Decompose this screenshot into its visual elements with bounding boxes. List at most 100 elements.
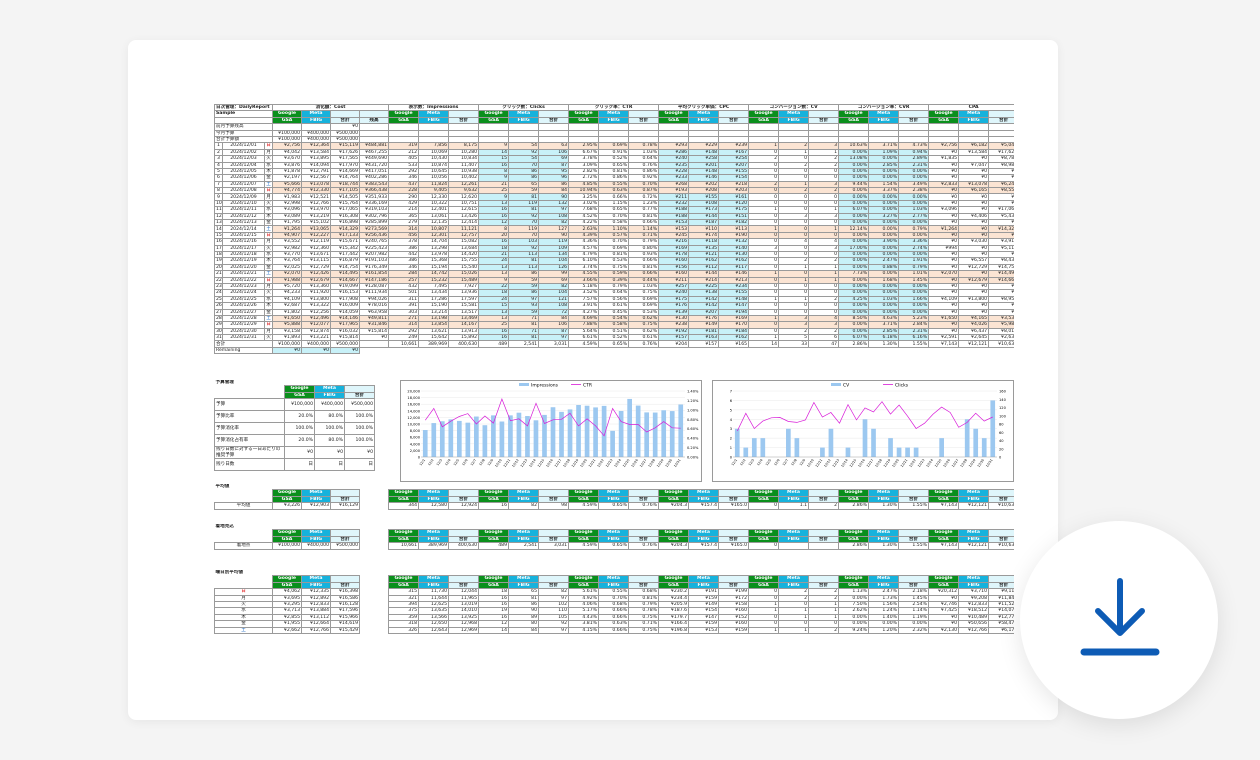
daily-cell: 13,517 — [448, 308, 480, 316]
download-icon — [1080, 578, 1160, 656]
chart-bar — [794, 438, 800, 457]
budget-mgmt-cell: ¥0 — [343, 446, 376, 460]
row-number: 28 — [214, 314, 223, 323]
daily-cell: 0.62% — [628, 327, 660, 336]
cell — [214, 582, 273, 589]
x-tick-label: 12/17 — [866, 458, 875, 468]
daily-cell: ¥5,988 — [988, 321, 1014, 329]
daily-cell: 14,420 — [448, 250, 480, 259]
total-header: 合計 — [448, 116, 480, 125]
summary-cell: 1.30% — [868, 502, 899, 510]
weekday-cell: 月 — [263, 327, 274, 336]
daily-cell: ¥0 — [988, 302, 1014, 310]
summary-cell: 3,031 — [538, 542, 569, 550]
x-tick-label: 12/9 — [487, 458, 494, 466]
x-tick-label: 12/21 — [588, 458, 597, 468]
summary-row-label: 平均値 — [214, 502, 273, 510]
download-button[interactable] — [1020, 521, 1218, 719]
daily-cell: ¥0 — [988, 308, 1014, 316]
budget-mgmt-cell: 日 — [314, 458, 345, 472]
summary-cell: 16 — [478, 502, 509, 510]
total-cell: 10,661 — [388, 340, 420, 348]
total-header — [448, 110, 480, 118]
total-cell: ¥204 — [658, 340, 690, 348]
row-number: 12 — [214, 212, 223, 221]
x-tick-label: 12/2 — [427, 458, 434, 466]
chart-bar — [786, 428, 791, 457]
chart-bar — [743, 447, 749, 457]
row-number: 30 — [214, 327, 223, 336]
cell — [359, 582, 389, 589]
total-cell: ¥157 — [688, 340, 720, 348]
row-number: 27 — [214, 308, 223, 316]
total-header — [898, 110, 930, 118]
cell — [359, 529, 389, 537]
daily-cell: ¥78,016 — [359, 302, 390, 310]
summary-cell: 2 — [808, 502, 839, 510]
total-header: 合計 — [987, 495, 1014, 504]
y2-tick-label: 0.20% — [687, 446, 699, 450]
daily-cell: 2.84% — [898, 321, 930, 329]
budget-mgmt-cell: 100.0% — [343, 422, 376, 436]
metric-header: CPA — [928, 104, 1014, 112]
x-tick-label: 12/5 — [453, 458, 460, 466]
total-cell: 33 — [778, 340, 810, 348]
x-tick-label: 12/13 — [520, 458, 529, 468]
daily-cell: ¥147,186 — [359, 276, 390, 284]
summary-cell: 1.55% — [898, 542, 929, 550]
chart-bar — [896, 447, 902, 457]
cell — [214, 575, 273, 583]
daily-cell: 0.69% — [628, 302, 660, 310]
row-number: 24 — [214, 289, 223, 297]
x-tick-label: 12/5 — [765, 458, 772, 466]
total-cell: ¥10,638 — [988, 340, 1014, 348]
y-tick-label: 1 — [730, 446, 732, 450]
summary-cell: ¥10,638 — [987, 502, 1014, 510]
summary-cell: 0.76% — [628, 502, 659, 510]
total-header: 合計 — [988, 116, 1014, 125]
weekday-cell: 月 — [263, 282, 274, 291]
weekday-cell: 水 — [263, 295, 274, 304]
y-tick-label: 6 — [730, 399, 733, 403]
x-tick-label: 12/28 — [959, 458, 968, 468]
summary-cell: ¥10,638 — [987, 542, 1014, 550]
cell — [359, 489, 389, 497]
daily-cell: ¥15,814 — [359, 327, 390, 336]
y2-tick-label: 140 — [999, 398, 1007, 402]
row-number: 20 — [214, 263, 223, 272]
cell — [214, 385, 285, 393]
chart-legend: CV Clicks — [831, 383, 909, 389]
daily-cell: 1.01% — [898, 270, 930, 278]
budget-mgmt-label: 予算消化占有率 — [214, 434, 285, 448]
summary-cell: ¥165.0 — [718, 502, 749, 510]
summary-cell: 2,541 — [508, 542, 539, 550]
row-number: 29 — [214, 321, 223, 329]
total-cell: 389,969 — [418, 340, 450, 348]
daily-cell: ¥49,811 — [359, 314, 390, 323]
summary-cell: 1.55% — [898, 502, 929, 510]
chart-bar — [499, 421, 505, 457]
metric-header: 表示数：Impressions — [388, 104, 480, 112]
x-tick-label: 12/12 — [511, 458, 520, 468]
y-tick-label: 6,000 — [410, 436, 421, 440]
daily-cell: 15,755 — [448, 257, 480, 265]
total-cell: 3,031 — [538, 340, 570, 348]
summary-cell: 389,969 — [418, 542, 449, 550]
cell — [359, 496, 389, 503]
chart-bar — [939, 438, 944, 457]
x-tick-label: 12/8 — [790, 458, 797, 466]
total-header: 合計 — [628, 116, 660, 125]
row-number: 23 — [214, 282, 223, 291]
summary-cell: 14 — [478, 626, 509, 634]
daily-cell: ¥0 — [988, 282, 1014, 291]
summary-cell: 4.59% — [568, 502, 599, 510]
budget-mgmt-cell: 20.0% — [284, 434, 315, 448]
remaining-cell: ¥0 — [330, 346, 361, 355]
weekday-cell: 木 — [263, 257, 274, 265]
daily-cell: ¥0 — [988, 250, 1014, 259]
daily-cell: 15,540 — [448, 263, 480, 272]
cell — [214, 489, 273, 497]
y2-tick-label: 1.00% — [687, 408, 699, 412]
summary-cell: 2.86% — [838, 502, 869, 510]
total-cell: 14 — [748, 340, 780, 348]
